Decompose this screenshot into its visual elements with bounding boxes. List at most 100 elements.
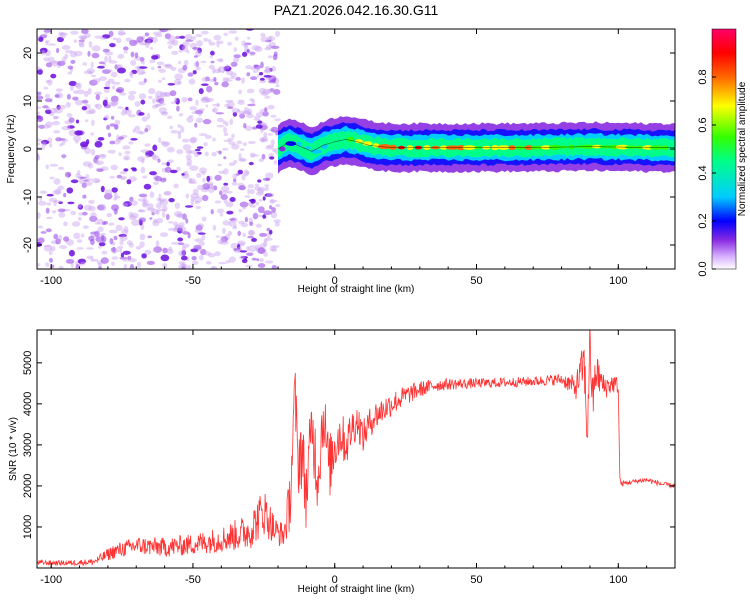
- spectrogram-noise-blob: [37, 263, 41, 267]
- spectrogram-noise-blob: [135, 245, 142, 250]
- spectrogram-noise-blob: [74, 130, 83, 136]
- spectrogram-noise-blob: [178, 250, 186, 257]
- spectrogram-noise-blob: [243, 43, 249, 48]
- spectrogram-noise-blob: [212, 67, 216, 74]
- spectrogram-noise-blob: [195, 205, 202, 210]
- spectrogram-noise-blob: [252, 69, 259, 74]
- spectrogram-noise-blob: [188, 181, 198, 184]
- spectrogram-noise-blob: [146, 39, 152, 45]
- spectrogram-noise-blob: [109, 175, 116, 179]
- spectrogram-noise-blob: [50, 73, 57, 79]
- spectrogram-noise-blob: [107, 101, 114, 107]
- spectrogram-noise-blob: [141, 42, 149, 45]
- spectrogram-noise-blob: [200, 60, 207, 64]
- spectrogram-noise-blob: [49, 257, 53, 263]
- spectrogram-noise-blob: [37, 69, 43, 75]
- spectrogram-ytick-label: 20: [22, 47, 34, 59]
- spectrogram-noise-blob: [77, 89, 85, 95]
- spectrogram-noise-blob: [266, 44, 273, 49]
- spectrogram-noise-blob: [80, 35, 88, 40]
- spectrogram-noise-blob: [168, 35, 176, 42]
- spectrogram-noise-blob: [195, 117, 204, 123]
- spectrogram-noise-blob: [233, 57, 240, 63]
- spectrogram-noise-blob: [256, 112, 264, 117]
- spectrogram-noise-blob: [273, 219, 281, 223]
- spectrogram-noise-blob: [129, 39, 138, 46]
- spectrogram-noise-blob: [47, 79, 53, 86]
- spectrogram-noise-blob: [94, 141, 103, 148]
- spectrogram-noise-blob: [196, 184, 205, 191]
- spectrogram-noise-blob: [73, 39, 78, 43]
- spectrogram-noise-blob: [270, 248, 278, 252]
- spectrogram-noise-blob: [207, 187, 215, 193]
- spectrogram-noise-blob: [152, 98, 156, 104]
- spectrogram-noise-blob: [87, 163, 94, 169]
- spectrogram-noise-blob: [112, 85, 116, 90]
- spectrogram-noise-blob: [74, 99, 84, 106]
- spectrogram-noise-blob: [136, 65, 140, 73]
- spectrogram-noise-blob: [239, 201, 249, 208]
- spectrogram-noise-blob: [244, 125, 253, 131]
- spectrogram-noise-blob: [267, 55, 273, 59]
- spectrogram-noise-blob: [39, 47, 48, 54]
- spectrogram-noise-blob: [96, 168, 104, 172]
- spectrogram-noise-blob: [53, 178, 61, 185]
- spectrogram-noise-blob: [132, 168, 137, 172]
- spectrogram-noise-blob: [149, 59, 156, 64]
- spectrogram-noise-blob: [160, 254, 170, 262]
- spectrogram-noise-blob: [251, 154, 260, 157]
- spectrogram-noise-blob: [152, 220, 160, 227]
- spectrogram-noise-blob: [255, 214, 264, 218]
- colorbar-tick-label: 0.4: [697, 165, 709, 180]
- spectrogram-noise-blob: [180, 126, 185, 133]
- spectrogram-noise-blob: [74, 83, 80, 88]
- spectrogram-noise-blob: [241, 40, 247, 47]
- spectrogram-noise-blob: [149, 191, 155, 199]
- spectrogram-noise-blob: [58, 212, 66, 218]
- spectrogram-noise-blob: [265, 146, 274, 150]
- spectrogram-noise-blob: [235, 77, 241, 81]
- spectrogram-noise-blob: [140, 149, 150, 154]
- spectrogram-noise-blob: [66, 113, 73, 118]
- spectrogram-noise-blob: [182, 41, 190, 47]
- spectrogram-noise-blob: [162, 141, 169, 148]
- spectrogram-noise-blob: [265, 260, 274, 264]
- spectrogram-track-green: [278, 130, 675, 161]
- spectrogram-noise-blob: [140, 99, 146, 105]
- spectrogram-noise-blob: [45, 80, 51, 83]
- spectrogram-noise-blob: [186, 49, 190, 54]
- spectrogram-noise-blob: [192, 47, 201, 50]
- spectrogram-noise-blob: [172, 227, 178, 233]
- spectrogram-noise-blob: [168, 221, 174, 224]
- spectrogram-noise-blob: [267, 133, 274, 136]
- spectrogram-noise-blob: [88, 40, 93, 48]
- spectrogram-noise-blob: [239, 113, 246, 119]
- spectrogram-noise-blob: [263, 132, 268, 138]
- spectrogram-noise-blob: [272, 54, 278, 61]
- spectrogram-noise-blob: [155, 90, 164, 98]
- spectrogram-noise-blob: [237, 99, 245, 103]
- spectrogram-noise-blob: [242, 142, 247, 147]
- spectrogram-noise-blob: [111, 103, 116, 106]
- spectrogram-noise-blob: [88, 235, 95, 242]
- spectrogram-noise-blob: [44, 93, 51, 99]
- spectrogram-noise-blob: [202, 118, 212, 125]
- spectrogram-noise-blob: [268, 205, 273, 210]
- spectrogram-noise-blob: [152, 248, 158, 252]
- spectrogram-noise-blob: [37, 115, 44, 122]
- spectrogram-noise-blob: [122, 145, 131, 150]
- spectrogram-noise-blob: [98, 76, 108, 81]
- spectrogram-noise-blob: [254, 185, 261, 191]
- spectrogram-noise-blob: [253, 117, 260, 121]
- spectrogram-noise-blob: [228, 256, 236, 263]
- spectrogram-noise-blob: [151, 66, 155, 71]
- spectrogram-noise-blob: [195, 66, 201, 71]
- spectrogram-noise-blob: [221, 70, 225, 74]
- spectrogram-noise-blob: [156, 209, 160, 216]
- spectrogram-noise-blob: [230, 61, 238, 67]
- spectrogram-noise-blob: [164, 64, 173, 69]
- spectrogram-noise-blob: [77, 204, 84, 210]
- spectrogram-noise-blob: [141, 200, 149, 204]
- spectrogram-noise-blob: [182, 261, 186, 267]
